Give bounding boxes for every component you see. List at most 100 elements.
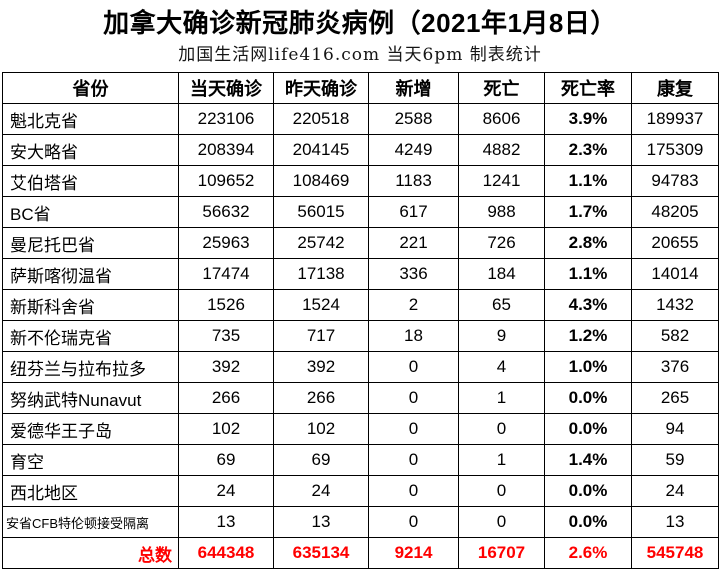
cell-new-cases: 0 bbox=[368, 444, 459, 476]
cell-yesterday: 635134 bbox=[273, 537, 369, 569]
total-row: 总数 644348 635134 9214 16707 2.6% 545748 bbox=[2, 537, 719, 569]
cell-new-cases: 0 bbox=[368, 475, 459, 507]
cell-province: 魁北克省 bbox=[2, 103, 179, 135]
cell-province: 西北地区 bbox=[2, 475, 179, 507]
cell-recovered: 175309 bbox=[631, 134, 719, 166]
cell-yesterday: 392 bbox=[273, 351, 369, 383]
cell-new-cases: 336 bbox=[368, 258, 459, 290]
table-row: 新不伦瑞克省 735 717 18 9 1.2% 582 bbox=[2, 320, 719, 352]
table-row: 纽芬兰与拉布拉多 392 392 0 4 1.0% 376 bbox=[2, 351, 719, 383]
cell-death-rate: 0.0% bbox=[544, 382, 632, 414]
cell-yesterday: 69 bbox=[273, 444, 369, 476]
cell-new-cases: 1183 bbox=[368, 165, 459, 197]
cell-new-cases: 0 bbox=[368, 506, 459, 538]
cell-today: 392 bbox=[178, 351, 274, 383]
cell-deaths: 726 bbox=[458, 227, 545, 259]
cell-recovered: 48205 bbox=[631, 196, 719, 228]
cell-deaths: 4 bbox=[458, 351, 545, 383]
cell-deaths: 9 bbox=[458, 320, 545, 352]
cell-new-cases: 0 bbox=[368, 413, 459, 445]
cell-deaths: 988 bbox=[458, 196, 545, 228]
cell-yesterday: 25742 bbox=[273, 227, 369, 259]
cell-yesterday: 1524 bbox=[273, 289, 369, 321]
table-row: 安省CFB特伦顿接受隔离 13 13 0 0 0.0% 13 bbox=[2, 506, 719, 538]
cell-recovered: 94 bbox=[631, 413, 719, 445]
cell-new-cases: 0 bbox=[368, 351, 459, 383]
cell-death-rate: 1.1% bbox=[544, 165, 632, 197]
cell-recovered: 545748 bbox=[631, 537, 719, 569]
cell-death-rate: 3.9% bbox=[544, 103, 632, 135]
cell-deaths: 0 bbox=[458, 506, 545, 538]
header-cell-new-cases: 新增 bbox=[368, 72, 459, 104]
cell-today: 223106 bbox=[178, 103, 274, 135]
table-body: 魁北克省 223106 220518 2588 8606 3.9% 189937 安大略省 20… bbox=[2, 103, 719, 569]
cell-yesterday: 717 bbox=[273, 320, 369, 352]
cell-yesterday: 220518 bbox=[273, 103, 369, 135]
table-row: BC省 56632 56015 617 988 1.7% 48205 bbox=[2, 196, 719, 228]
cell-yesterday: 108469 bbox=[273, 165, 369, 197]
table-row: 新斯科舍省 1526 1524 2 65 4.3% 1432 bbox=[2, 289, 719, 321]
cell-province: 新不伦瑞克省 bbox=[2, 320, 179, 352]
cell-death-rate: 1.4% bbox=[544, 444, 632, 476]
table-row: 曼尼托巴省 25963 25742 221 726 2.8% 20655 bbox=[2, 227, 719, 259]
cell-province: 新斯科舍省 bbox=[2, 289, 179, 321]
header-cell-province: 省份 bbox=[2, 72, 179, 104]
cell-death-rate: 0.0% bbox=[544, 413, 632, 445]
cell-death-rate: 0.0% bbox=[544, 475, 632, 507]
cell-today: 102 bbox=[178, 413, 274, 445]
cell-today: 1526 bbox=[178, 289, 274, 321]
cell-death-rate: 2.8% bbox=[544, 227, 632, 259]
cell-death-rate: 1.0% bbox=[544, 351, 632, 383]
header-cell-today: 当天确诊 bbox=[178, 72, 274, 104]
cell-province: 安省CFB特伦顿接受隔离 bbox=[2, 506, 179, 538]
cell-new-cases: 9214 bbox=[368, 537, 459, 569]
cell-deaths: 1241 bbox=[458, 165, 545, 197]
cell-death-rate: 2.3% bbox=[544, 134, 632, 166]
cell-today: 208394 bbox=[178, 134, 274, 166]
cell-death-rate: 0.0% bbox=[544, 506, 632, 538]
header-cell-deaths: 死亡 bbox=[458, 72, 545, 104]
cell-today: 644348 bbox=[178, 537, 274, 569]
cell-deaths: 0 bbox=[458, 475, 545, 507]
cell-recovered: 94783 bbox=[631, 165, 719, 197]
header-cell-recovered: 康复 bbox=[631, 72, 719, 104]
cell-deaths: 1 bbox=[458, 382, 545, 414]
cell-new-cases: 18 bbox=[368, 320, 459, 352]
header-cell-death-rate: 死亡率 bbox=[544, 72, 632, 104]
cell-recovered: 376 bbox=[631, 351, 719, 383]
cell-province: 努纳武特Nunavut bbox=[2, 382, 179, 414]
cell-deaths: 16707 bbox=[458, 537, 545, 569]
cell-today: 735 bbox=[178, 320, 274, 352]
cell-yesterday: 24 bbox=[273, 475, 369, 507]
cell-death-rate: 1.2% bbox=[544, 320, 632, 352]
cell-recovered: 59 bbox=[631, 444, 719, 476]
table-row: 安大略省 208394 204145 4249 4882 2.3% 175309 bbox=[2, 134, 719, 166]
cell-death-rate: 1.7% bbox=[544, 196, 632, 228]
cell-recovered: 1432 bbox=[631, 289, 719, 321]
cell-recovered: 189937 bbox=[631, 103, 719, 135]
cell-recovered: 582 bbox=[631, 320, 719, 352]
cell-recovered: 20655 bbox=[631, 227, 719, 259]
cell-death-rate: 1.1% bbox=[544, 258, 632, 290]
cell-death-rate: 4.3% bbox=[544, 289, 632, 321]
cell-new-cases: 2588 bbox=[368, 103, 459, 135]
cell-yesterday: 17138 bbox=[273, 258, 369, 290]
cell-recovered: 24 bbox=[631, 475, 719, 507]
covid-stats-table: 省份 当天确诊 昨天确诊 新增 死亡 死亡率 康复 魁北克省 223106 220518 2588… bbox=[2, 72, 719, 569]
cell-province: 安大略省 bbox=[2, 134, 179, 166]
cell-yesterday: 102 bbox=[273, 413, 369, 445]
cell-recovered: 14014 bbox=[631, 258, 719, 290]
table-row: 爱德华王子岛 102 102 0 0 0.0% 94 bbox=[2, 413, 719, 445]
cell-today: 109652 bbox=[178, 165, 274, 197]
cell-today: 25963 bbox=[178, 227, 274, 259]
cell-province: 艾伯塔省 bbox=[2, 165, 179, 197]
cell-today: 24 bbox=[178, 475, 274, 507]
table-row: 努纳武特Nunavut 266 266 0 1 0.0% 265 bbox=[2, 382, 719, 414]
cell-today: 56632 bbox=[178, 196, 274, 228]
cell-today: 266 bbox=[178, 382, 274, 414]
table-row: 萨斯喀彻温省 17474 17138 336 184 1.1% 14014 bbox=[2, 258, 719, 290]
cell-new-cases: 2 bbox=[368, 289, 459, 321]
table-row: 育空 69 69 0 1 1.4% 59 bbox=[2, 444, 719, 476]
cell-province: 纽芬兰与拉布拉多 bbox=[2, 351, 179, 383]
table-row: 艾伯塔省 109652 108469 1183 1241 1.1% 94783 bbox=[2, 165, 719, 197]
